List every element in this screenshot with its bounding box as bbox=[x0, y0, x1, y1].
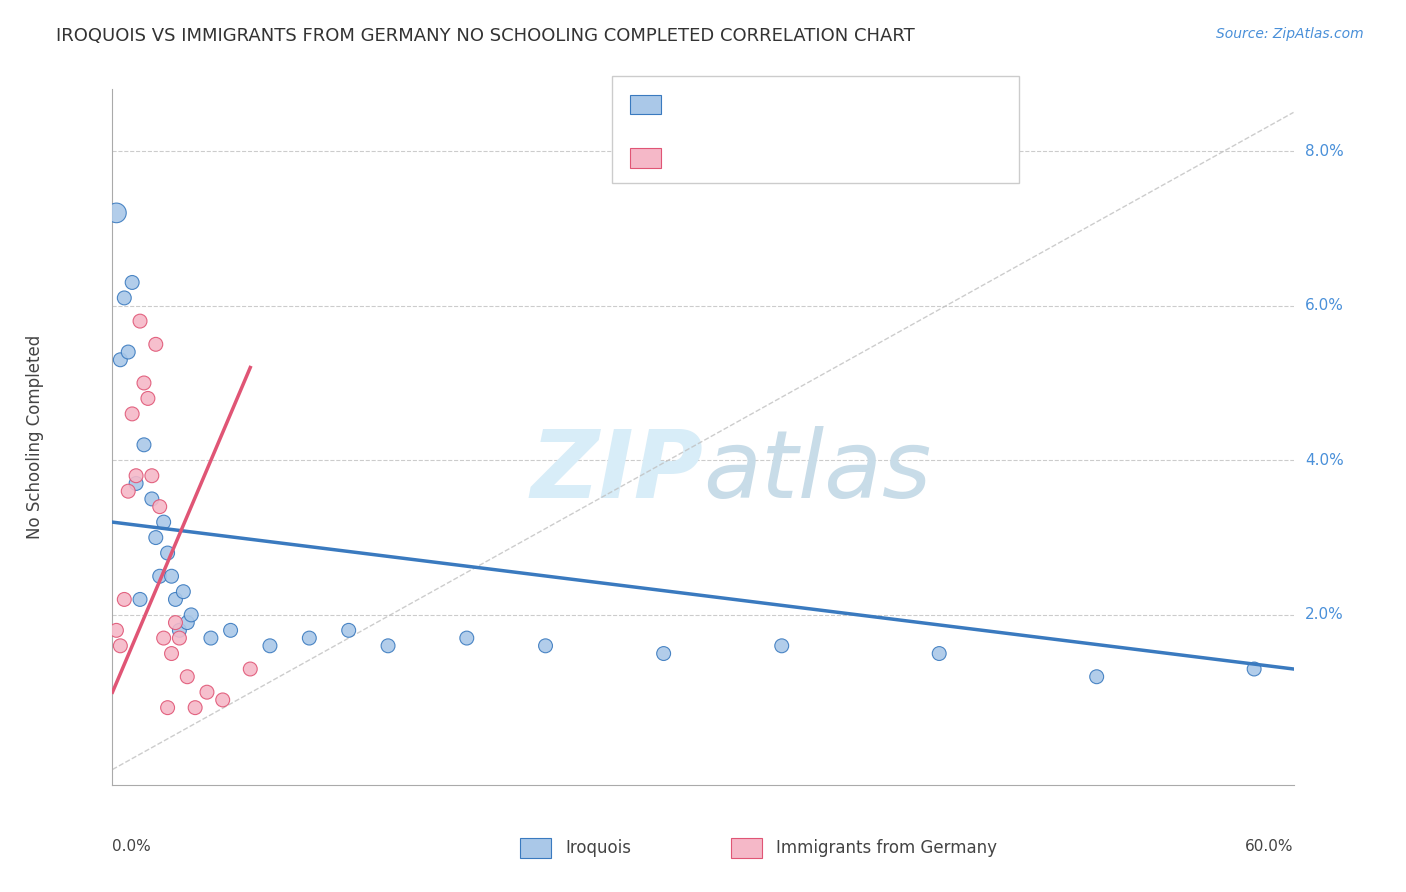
Text: 8.0%: 8.0% bbox=[1305, 144, 1344, 159]
Point bbox=[928, 647, 950, 661]
Point bbox=[377, 639, 399, 653]
Text: 60.0%: 60.0% bbox=[1246, 839, 1294, 854]
Point bbox=[105, 624, 128, 638]
Point bbox=[169, 631, 191, 645]
Point bbox=[152, 631, 174, 645]
Point bbox=[160, 569, 183, 583]
Point bbox=[112, 592, 135, 607]
Point bbox=[125, 468, 148, 483]
Text: 4.0%: 4.0% bbox=[1305, 453, 1344, 467]
Point bbox=[132, 376, 155, 390]
Point bbox=[169, 624, 191, 638]
Point bbox=[298, 631, 321, 645]
Point bbox=[129, 592, 152, 607]
Point bbox=[219, 624, 242, 638]
Point bbox=[117, 345, 139, 359]
Point bbox=[180, 607, 202, 622]
Point bbox=[141, 491, 163, 506]
Point bbox=[259, 639, 281, 653]
Text: ZIP: ZIP bbox=[530, 425, 703, 518]
Point bbox=[121, 276, 143, 290]
Point bbox=[117, 484, 139, 499]
Text: 2.0%: 2.0% bbox=[1305, 607, 1344, 623]
Point bbox=[652, 647, 675, 661]
Point bbox=[176, 670, 198, 684]
Text: N =: N = bbox=[787, 149, 848, 167]
Point bbox=[184, 700, 207, 714]
Point bbox=[156, 546, 179, 560]
Text: 32: 32 bbox=[844, 95, 863, 113]
Text: 6.0%: 6.0% bbox=[1305, 298, 1344, 313]
Text: -0.254: -0.254 bbox=[703, 95, 763, 113]
Point bbox=[156, 700, 179, 714]
Text: N =: N = bbox=[787, 95, 848, 113]
Text: Immigrants from Germany: Immigrants from Germany bbox=[776, 839, 997, 857]
Point bbox=[141, 468, 163, 483]
Point bbox=[110, 639, 132, 653]
Text: R =: R = bbox=[675, 149, 714, 167]
Point bbox=[176, 615, 198, 630]
Point bbox=[152, 515, 174, 529]
Point bbox=[125, 476, 148, 491]
Text: IROQUOIS VS IMMIGRANTS FROM GERMANY NO SCHOOLING COMPLETED CORRELATION CHART: IROQUOIS VS IMMIGRANTS FROM GERMANY NO S… bbox=[56, 27, 915, 45]
Point bbox=[534, 639, 557, 653]
Point bbox=[1243, 662, 1265, 676]
Point bbox=[129, 314, 152, 328]
Point bbox=[456, 631, 478, 645]
Point bbox=[200, 631, 222, 645]
Point bbox=[145, 531, 167, 545]
Point bbox=[337, 624, 360, 638]
Point bbox=[112, 291, 135, 305]
Point bbox=[172, 584, 194, 599]
Point bbox=[121, 407, 143, 421]
Point bbox=[165, 592, 187, 607]
Text: atlas: atlas bbox=[703, 426, 931, 517]
Text: R =: R = bbox=[675, 95, 714, 113]
Text: Source: ZipAtlas.com: Source: ZipAtlas.com bbox=[1216, 27, 1364, 41]
Text: 0.539: 0.539 bbox=[703, 149, 763, 167]
Point bbox=[136, 392, 159, 406]
Point bbox=[145, 337, 167, 351]
Point bbox=[1085, 670, 1108, 684]
Point bbox=[149, 500, 172, 514]
Text: 22: 22 bbox=[844, 149, 863, 167]
Point bbox=[105, 206, 128, 220]
Point bbox=[149, 569, 172, 583]
Point bbox=[195, 685, 218, 699]
Point bbox=[239, 662, 262, 676]
Point bbox=[165, 615, 187, 630]
Text: No Schooling Completed: No Schooling Completed bbox=[27, 335, 44, 539]
Point bbox=[770, 639, 793, 653]
Point bbox=[110, 352, 132, 367]
Text: 0.0%: 0.0% bbox=[112, 839, 152, 854]
Point bbox=[211, 693, 233, 707]
Point bbox=[160, 647, 183, 661]
Point bbox=[132, 438, 155, 452]
Text: Iroquois: Iroquois bbox=[565, 839, 631, 857]
